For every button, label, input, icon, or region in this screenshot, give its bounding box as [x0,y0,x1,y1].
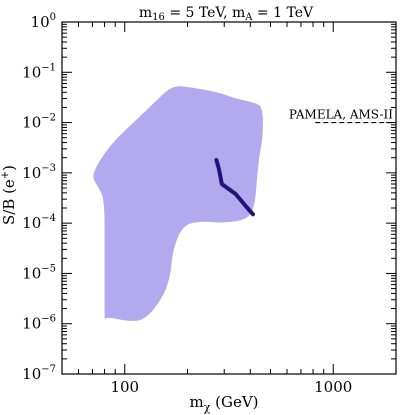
y-tick-label: 10−7 [22,364,56,383]
y-tick-label: 10−3 [22,163,56,182]
x-tick-label: 1000 [314,378,352,396]
x-axis-label: mχ (GeV) [189,393,258,414]
y-tick-label: 10−4 [22,213,56,232]
x-tick-label: 100 [110,378,139,396]
plot-area: PAMELA, AMS-II [93,86,396,321]
y-tick-label: 100 [31,12,56,31]
y-tick-label: 10−5 [22,263,56,282]
series-line [214,158,255,217]
reference-line-label: PAMELA, AMS-II [289,108,393,122]
y-tick-labels: 100 10−1 10−2 10−3 10−4 10−5 10−6 10−7 [22,12,56,383]
chart-title: m16 = 5 TeV, mA = 1 TeV [139,5,314,23]
allowed-region [93,86,263,321]
x-tick-labels: 100 1000 [110,378,352,396]
y-tick-label: 10−2 [22,113,56,132]
y-tick-label: 10−1 [22,62,56,81]
axis-ticks [61,21,397,375]
y-axis-label: S/B (e+) [0,165,18,225]
y-tick-label: 10−6 [22,314,56,333]
plot-frame [61,21,397,375]
